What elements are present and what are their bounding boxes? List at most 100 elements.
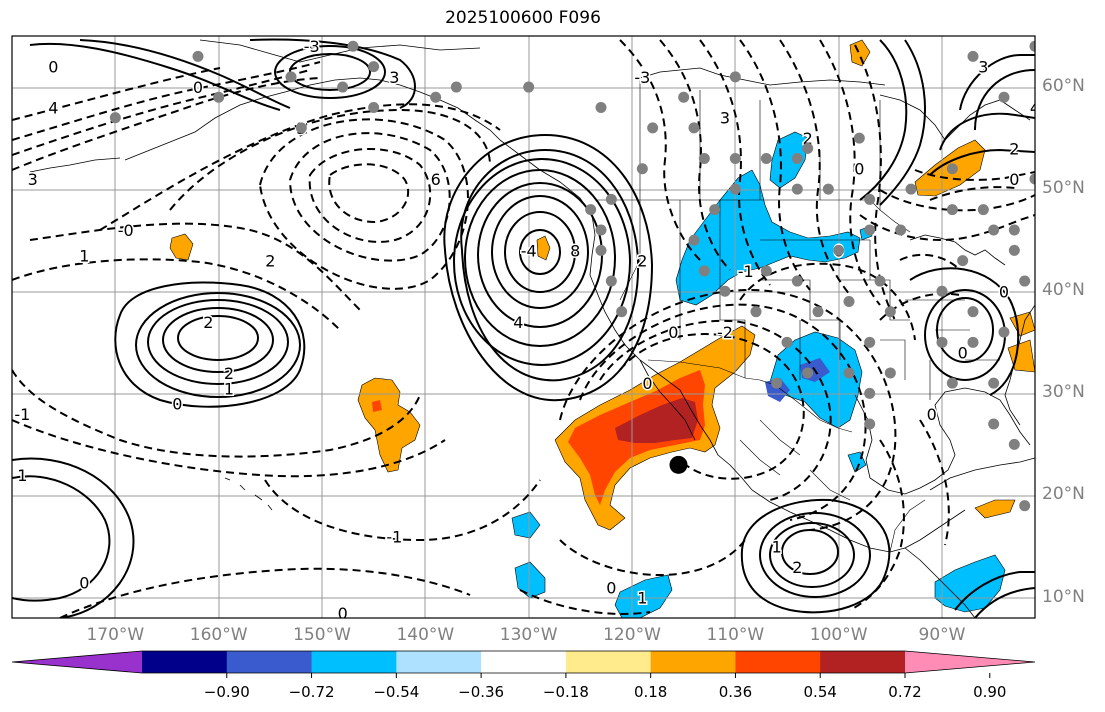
ne-trough-contour — [879, 292, 961, 321]
station-dot — [729, 183, 741, 195]
station-dot — [988, 377, 1000, 389]
baja-peninsula — [639, 359, 696, 441]
station-dot — [337, 81, 349, 93]
contour-label: 2 — [265, 252, 275, 271]
station-dot — [791, 275, 803, 287]
orange-region-hawaii-north — [357, 377, 421, 473]
colorbar-tick-label: −0.54 — [373, 683, 420, 701]
contour-label: -4 — [521, 241, 537, 260]
station-dot — [884, 306, 896, 318]
us-mexico-border — [647, 359, 853, 433]
trough-contour — [169, 108, 491, 211]
contour-label: 0 — [958, 344, 968, 363]
station-dot — [347, 40, 359, 52]
station-dot — [946, 204, 958, 216]
central-america-coast — [904, 547, 976, 618]
station-dot — [988, 418, 1000, 430]
contour-label: 1 — [17, 466, 27, 485]
colorbar-segment — [481, 651, 567, 673]
station-dot — [688, 234, 700, 246]
station-dot — [864, 224, 876, 236]
longitude-label: 140°W — [396, 625, 455, 645]
ne-trough-contour — [899, 253, 961, 271]
contour-label: 0 — [999, 282, 1009, 301]
contour-label: -1 — [14, 405, 30, 424]
colorbar-segment — [820, 651, 906, 673]
station-dot — [698, 153, 710, 165]
contour-label: 1 — [79, 247, 89, 266]
aleutians — [29, 157, 121, 173]
contour-label: 2 — [224, 364, 234, 383]
station-dot — [812, 306, 824, 318]
east-contour — [936, 297, 994, 363]
station-dot — [1019, 500, 1031, 512]
contour-label: 2 — [637, 252, 647, 271]
cutoff-contour — [599, 319, 832, 501]
station-dot — [771, 377, 783, 389]
ne-contour — [974, 69, 1035, 131]
station-dot — [636, 163, 648, 175]
station-dot — [843, 367, 855, 379]
trough-contour — [12, 77, 321, 171]
station-dot — [1029, 40, 1035, 52]
alaska-contour — [274, 45, 386, 99]
station-dot — [450, 81, 462, 93]
station-dot — [864, 336, 876, 348]
orange-spot-caribbean — [974, 499, 1016, 519]
station-dot — [936, 336, 948, 348]
latitude-label: 10°N — [1042, 586, 1085, 607]
contour-label: 0 — [79, 573, 89, 592]
hawaii-contour — [12, 475, 111, 602]
trough-contour — [59, 567, 471, 618]
cutoff-contour — [519, 589, 651, 615]
cutoff-contour — [619, 333, 805, 480]
hudson-bay — [879, 94, 1031, 141]
contour-label: 1 — [224, 379, 234, 398]
station-dot — [864, 387, 876, 399]
station-dot — [605, 193, 617, 205]
contour-label: -1 — [738, 262, 754, 281]
contour-label: 0 — [668, 323, 678, 342]
contour-label: 2 — [1009, 139, 1019, 158]
longitude-label: 110°W — [706, 625, 765, 645]
contour-label: 3 — [389, 68, 399, 87]
alaska-coast — [124, 77, 501, 161]
station-dot — [523, 81, 535, 93]
station-dot — [884, 367, 896, 379]
contour-label: 0 — [48, 58, 58, 77]
contour-label: 0 — [854, 160, 864, 179]
cutoff-contour — [579, 303, 867, 521]
contour-label-layer: 0043-3336-332034200-484-120-2022101-110-… — [13, 36, 1040, 618]
contour-label: 2 — [792, 558, 802, 577]
colorbar-over-triangle — [905, 651, 1035, 673]
colorbar-segment — [142, 651, 228, 673]
map-frame — [11, 35, 1036, 619]
blue-region-rockies — [675, 169, 861, 306]
colorbar-tick-label: −0.72 — [288, 683, 335, 701]
station-dot — [802, 142, 814, 154]
contour-label: 4 — [1030, 98, 1040, 117]
colorbar-outline — [11, 650, 1036, 674]
high-contour — [135, 292, 301, 398]
station-dot — [1008, 244, 1020, 256]
ne-trough-contour — [929, 186, 1016, 201]
ridge-contour — [491, 195, 589, 309]
station-dot — [729, 71, 741, 83]
contour-label: -2 — [717, 323, 733, 342]
ridge-contour — [464, 169, 616, 347]
ridge-contour — [504, 211, 576, 293]
west-trough-contour — [739, 39, 811, 291]
colorbar-tick-label: 0.72 — [888, 683, 922, 701]
station-dot — [585, 204, 597, 216]
ridge-contour — [519, 229, 561, 275]
contour-label: 3 — [720, 109, 730, 128]
high-contour — [162, 307, 274, 373]
station-dot — [988, 224, 1000, 236]
station-dot — [791, 153, 803, 165]
contour-label: -0 — [118, 221, 134, 240]
contour-label: 1 — [637, 589, 647, 608]
station-dot — [595, 224, 607, 236]
latitude-label: 40°N — [1042, 280, 1085, 301]
station-dot — [957, 255, 969, 267]
trough-contour — [12, 258, 341, 331]
